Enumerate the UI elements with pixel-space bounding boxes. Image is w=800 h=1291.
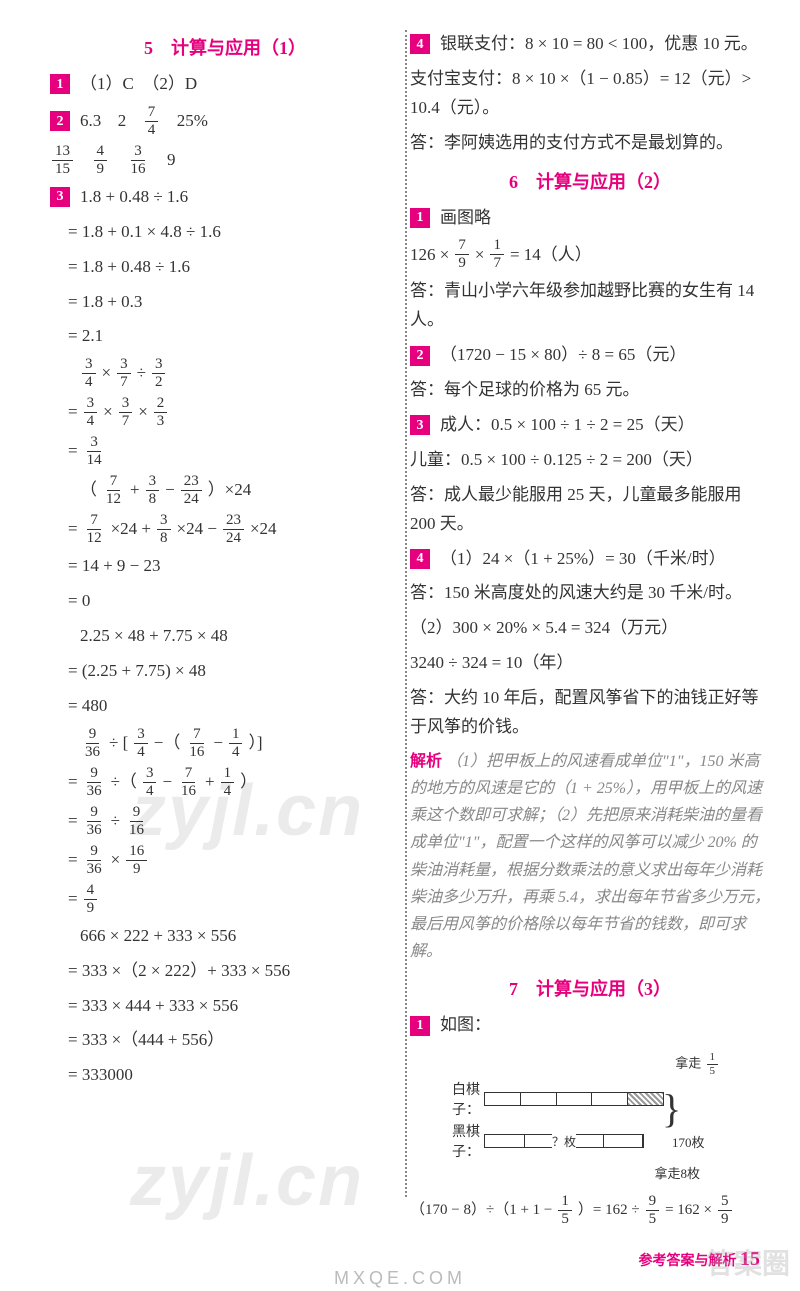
s6q1b: 126 × 79 × 17 = 14（人） [410, 238, 770, 271]
s6q4d: 3240 ÷ 324 = 10（年） [410, 649, 770, 678]
brace-icon: } [662, 1099, 681, 1119]
q2-frac: 74 [145, 105, 159, 138]
s6q2a: 2 （1720 − 15 × 80）÷ 8 = 65（元） [410, 341, 770, 370]
q3b1-2: = 1.8 + 0.48 ÷ 1.6 [50, 253, 400, 282]
s6q4a: 4 （1）24 ×（1 + 25%）= 30（千米/时） [410, 545, 770, 574]
badge-2b: 2 [410, 346, 430, 366]
analysis-label: 解析 [410, 753, 442, 770]
s6q1a: 1 画图略 [410, 204, 770, 233]
row2: 1315 49 316 9 [50, 144, 400, 177]
q2-v3: 25% [177, 107, 208, 136]
white-label: 白棋子： [430, 1079, 480, 1119]
q2-line: 2 6.3 2 74 25% [50, 105, 400, 138]
s6q3a: 3 成人：0.5 × 100 ÷ 1 ÷ 2 = 25（天） [410, 411, 770, 440]
q3b4-1: = (2.25 + 7.75) × 48 [50, 657, 400, 686]
s7q1: 1 如图： [410, 1011, 770, 1040]
s6q3b: 儿童：0.5 × 100 ÷ 0.125 ÷ 2 = 200（天） [410, 446, 770, 475]
q3b3-2: = 712 ×24 + 38 ×24 − 2324 ×24 [50, 513, 400, 546]
s6q4e: 答：大约 10 年后，配置风筝省下的油钱正好等于风筝的价钱。 [410, 684, 770, 742]
section-5-title: 5 计算与应用（1） [50, 34, 400, 60]
q1-text: （1）C （2）D [80, 70, 197, 99]
q3b3-3: = 14 + 9 − 23 [50, 552, 400, 581]
r2-tail: 9 [167, 146, 176, 175]
q3b1-0: 1.8 + 0.48 ÷ 1.6 [80, 183, 188, 212]
q3b3-1: （ 712 + 38 − 2324 ）×24 [50, 474, 400, 507]
s6q1c: 答：青山小学六年级参加越野比赛的女生有 14 人。 [410, 277, 770, 335]
s6q3c: 答：成人最少能服用 25 天，儿童最多能服用 200 天。 [410, 481, 770, 539]
q3b5-5: = 49 [50, 883, 400, 916]
s6q4c: （2）300 × 20% × 5.4 = 324（万元） [410, 614, 770, 643]
q2-v0: 6.3 [80, 107, 101, 136]
badge-4b: 4 [410, 549, 430, 569]
s6q4b: 答：150 米高度处的风速大约是 30 千米/时。 [410, 579, 770, 608]
badge-3: 3 [50, 187, 70, 207]
q3b6-3: = 333 ×（444 + 556） [50, 1026, 400, 1055]
q1-line: 1 （1）C （2）D [50, 70, 400, 99]
s7-eq: （170 − 8）÷（1 + 1 − 15 ）= 162 ÷ 95 = 162 … [410, 1194, 770, 1227]
q3b2-2: = 34 × 37 × 23 [50, 396, 400, 429]
left-column: 5 计算与应用（1） 1 （1）C （2）D 2 6.3 2 74 25% 13… [50, 30, 400, 1227]
q3b1-4: = 2.1 [50, 322, 400, 351]
corner-badge: 答案圈 [706, 1250, 790, 1281]
white-bar [484, 1092, 664, 1106]
q3b5-1: 936 ÷ [ 34 −（ 716 − 14 ）] [50, 727, 400, 760]
q3b6-4: = 333000 [50, 1061, 400, 1090]
badge-1c: 1 [410, 1016, 430, 1036]
black-bar: ？枚 [484, 1134, 644, 1148]
q3b5-2: = 936 ÷（ 34 − 716 + 14 ） [50, 766, 400, 799]
q3b2-1: 34 × 37 ÷ 32 [50, 357, 400, 390]
column-divider [405, 30, 407, 1197]
q3b1-3: = 1.8 + 0.3 [50, 288, 400, 317]
q2-v1: 2 [118, 107, 127, 136]
r2f2: 316 [128, 144, 149, 177]
s5q4-3: 答：李阿姨选用的支付方式不是最划算的。 [410, 129, 770, 158]
q3b6-1: = 333 ×（2 × 222）+ 333 × 556 [50, 957, 400, 986]
q3b4-2: = 480 [50, 692, 400, 721]
r2f0: 1315 [52, 144, 73, 177]
analysis: 解析 （1）把甲板上的风速看成单位"1"，150 米高的地方的风速是它的（1 +… [410, 748, 770, 966]
section-6-title: 6 计算与应用（2） [410, 168, 770, 194]
q3b4-0: 2.25 × 48 + 7.75 × 48 [50, 622, 400, 651]
right-column: 4 银联支付：8 × 10 = 80 < 100，优惠 10 元。 支付宝支付：… [410, 30, 770, 1227]
q3b1-1: = 1.8 + 0.1 × 4.8 ÷ 1.6 [50, 218, 400, 247]
r2f1: 49 [94, 144, 108, 177]
q3b2-3: = 314 [50, 435, 400, 468]
section-7-title: 7 计算与应用（3） [410, 975, 770, 1001]
q3b5-4: = 936 × 169 [50, 844, 400, 877]
badge-4: 4 [410, 34, 430, 54]
badge-1b: 1 [410, 208, 430, 228]
take8: 拿走8枚 [430, 1163, 770, 1182]
s6q2b: 答：每个足球的价格为 65 元。 [410, 376, 770, 405]
q3b6-2: = 333 × 444 + 333 × 556 [50, 992, 400, 1021]
q3b6-0: 666 × 222 + 333 × 556 [50, 922, 400, 951]
badge-2: 2 [50, 111, 70, 131]
bar-diagram: 拿走 15 白棋子： } 黑棋子： ？枚 170枚 拿走8枚 [430, 1052, 770, 1182]
bottom-url: MXQE.COM [334, 1268, 466, 1289]
analysis-text: （1）把甲板上的风速看成单位"1"，150 米高的地方的风速是它的（1 + 25… [410, 753, 770, 960]
q3b5-3: = 936 ÷ 916 [50, 805, 400, 838]
badge-3b: 3 [410, 415, 430, 435]
black-label: 黑棋子： [430, 1121, 480, 1161]
q3b3-4: = 0 [50, 587, 400, 616]
s5q4-1: 4 银联支付：8 × 10 = 80 < 100，优惠 10 元。 [410, 30, 770, 59]
badge-1: 1 [50, 74, 70, 94]
q3-head: 3 1.8 + 0.48 ÷ 1.6 [50, 183, 400, 212]
s5q4-2: 支付宝支付：8 × 10 ×（1 − 0.85）= 12（元）> 10.4（元）… [410, 65, 770, 123]
